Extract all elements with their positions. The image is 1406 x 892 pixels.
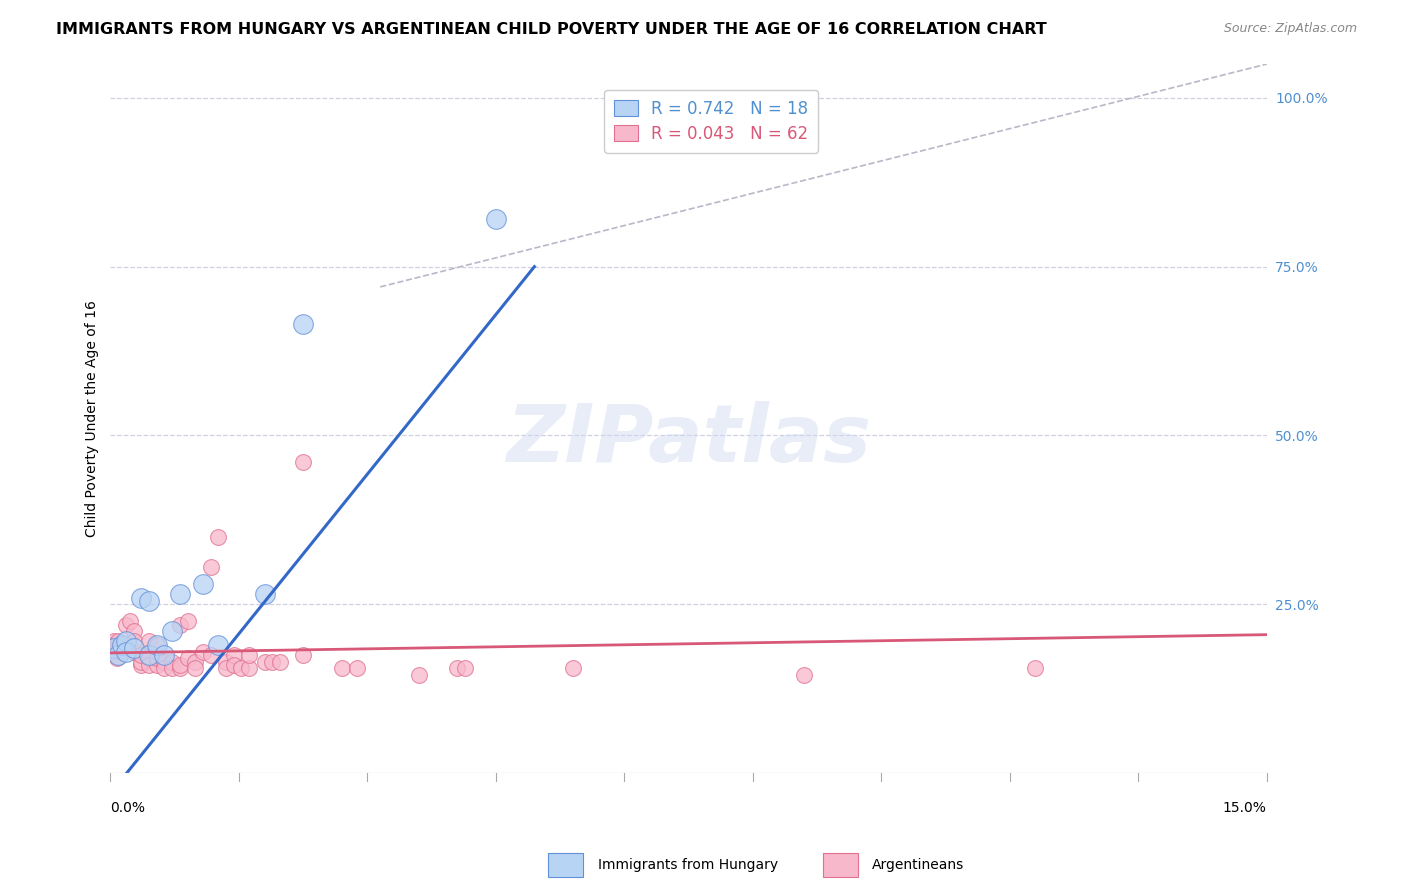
FancyBboxPatch shape [548,854,583,877]
Point [222,658,245,673]
Text: IMMIGRANTS FROM HUNGARY VS ARGENTINEAN CHILD POVERTY UNDER THE AGE OF 16 CORRELA: IMMIGRANTS FROM HUNGARY VS ARGENTINEAN C… [56,22,1047,37]
Point [138,634,160,648]
Point [446,661,468,675]
Point [138,644,160,658]
Point [153,648,176,662]
Point [253,655,276,669]
Point [138,648,160,662]
Point [114,634,136,648]
Legend: R = 0.742   N = 18, R = 0.043   N = 62: R = 0.742 N = 18, R = 0.043 N = 62 [605,90,818,153]
Point [107,641,129,656]
Point [169,587,191,601]
Point [169,617,191,632]
Text: Source: ZipAtlas.com: Source: ZipAtlas.com [1223,22,1357,36]
Point [111,638,134,652]
Point [111,638,134,652]
Point [160,655,183,669]
Point [103,634,125,648]
Point [160,624,183,639]
Point [122,641,145,656]
Point [222,648,245,662]
Text: Immigrants from Hungary: Immigrants from Hungary [598,858,778,872]
Point [129,655,152,669]
Point [108,638,131,652]
Point [101,638,124,652]
Point [191,644,214,658]
Point [169,661,191,675]
Point [122,634,145,648]
Point [160,661,183,675]
Text: ZIPatlas: ZIPatlas [506,401,872,479]
Point [269,655,291,669]
Point [153,661,176,675]
Point [200,648,222,662]
Point [118,614,141,628]
Point [138,651,160,665]
Point [145,638,167,652]
Point [330,661,353,675]
Point [104,644,127,658]
Y-axis label: Child Poverty Under the Age of 16: Child Poverty Under the Age of 16 [86,300,100,537]
Point [129,591,152,605]
Point [103,638,125,652]
Text: 0.0%: 0.0% [111,801,145,815]
Point [262,655,284,669]
Point [184,655,207,669]
Point [454,661,477,675]
Point [176,614,198,628]
Point [101,641,124,656]
Point [105,651,128,665]
Point [145,658,167,673]
Point [138,658,160,673]
Point [346,661,368,675]
Point [231,661,253,675]
Point [485,212,508,227]
Point [114,644,136,658]
Point [129,658,152,673]
Point [103,641,125,656]
Text: 15.0%: 15.0% [1223,801,1267,815]
Point [169,658,191,673]
Point [292,455,315,469]
Point [184,661,207,675]
Point [207,530,229,544]
Point [114,617,136,632]
Point [793,668,815,682]
Point [253,587,276,601]
Point [238,648,260,662]
Point [145,651,167,665]
Point [122,624,145,639]
Point [191,577,214,591]
Point [114,641,136,656]
Point [1024,661,1046,675]
Point [107,648,129,662]
Point [176,651,198,665]
Point [292,317,315,331]
Point [238,661,260,675]
Point [129,648,152,662]
Point [145,638,167,652]
Point [200,560,222,574]
Point [138,594,160,608]
Point [215,661,238,675]
Point [122,644,145,658]
Point [207,638,229,652]
Point [408,668,430,682]
Text: Argentineans: Argentineans [872,858,965,872]
Point [292,648,315,662]
Point [107,634,129,648]
Point [153,655,176,669]
Point [111,644,134,658]
Point [562,661,585,675]
Point [215,655,238,669]
FancyBboxPatch shape [823,854,858,877]
